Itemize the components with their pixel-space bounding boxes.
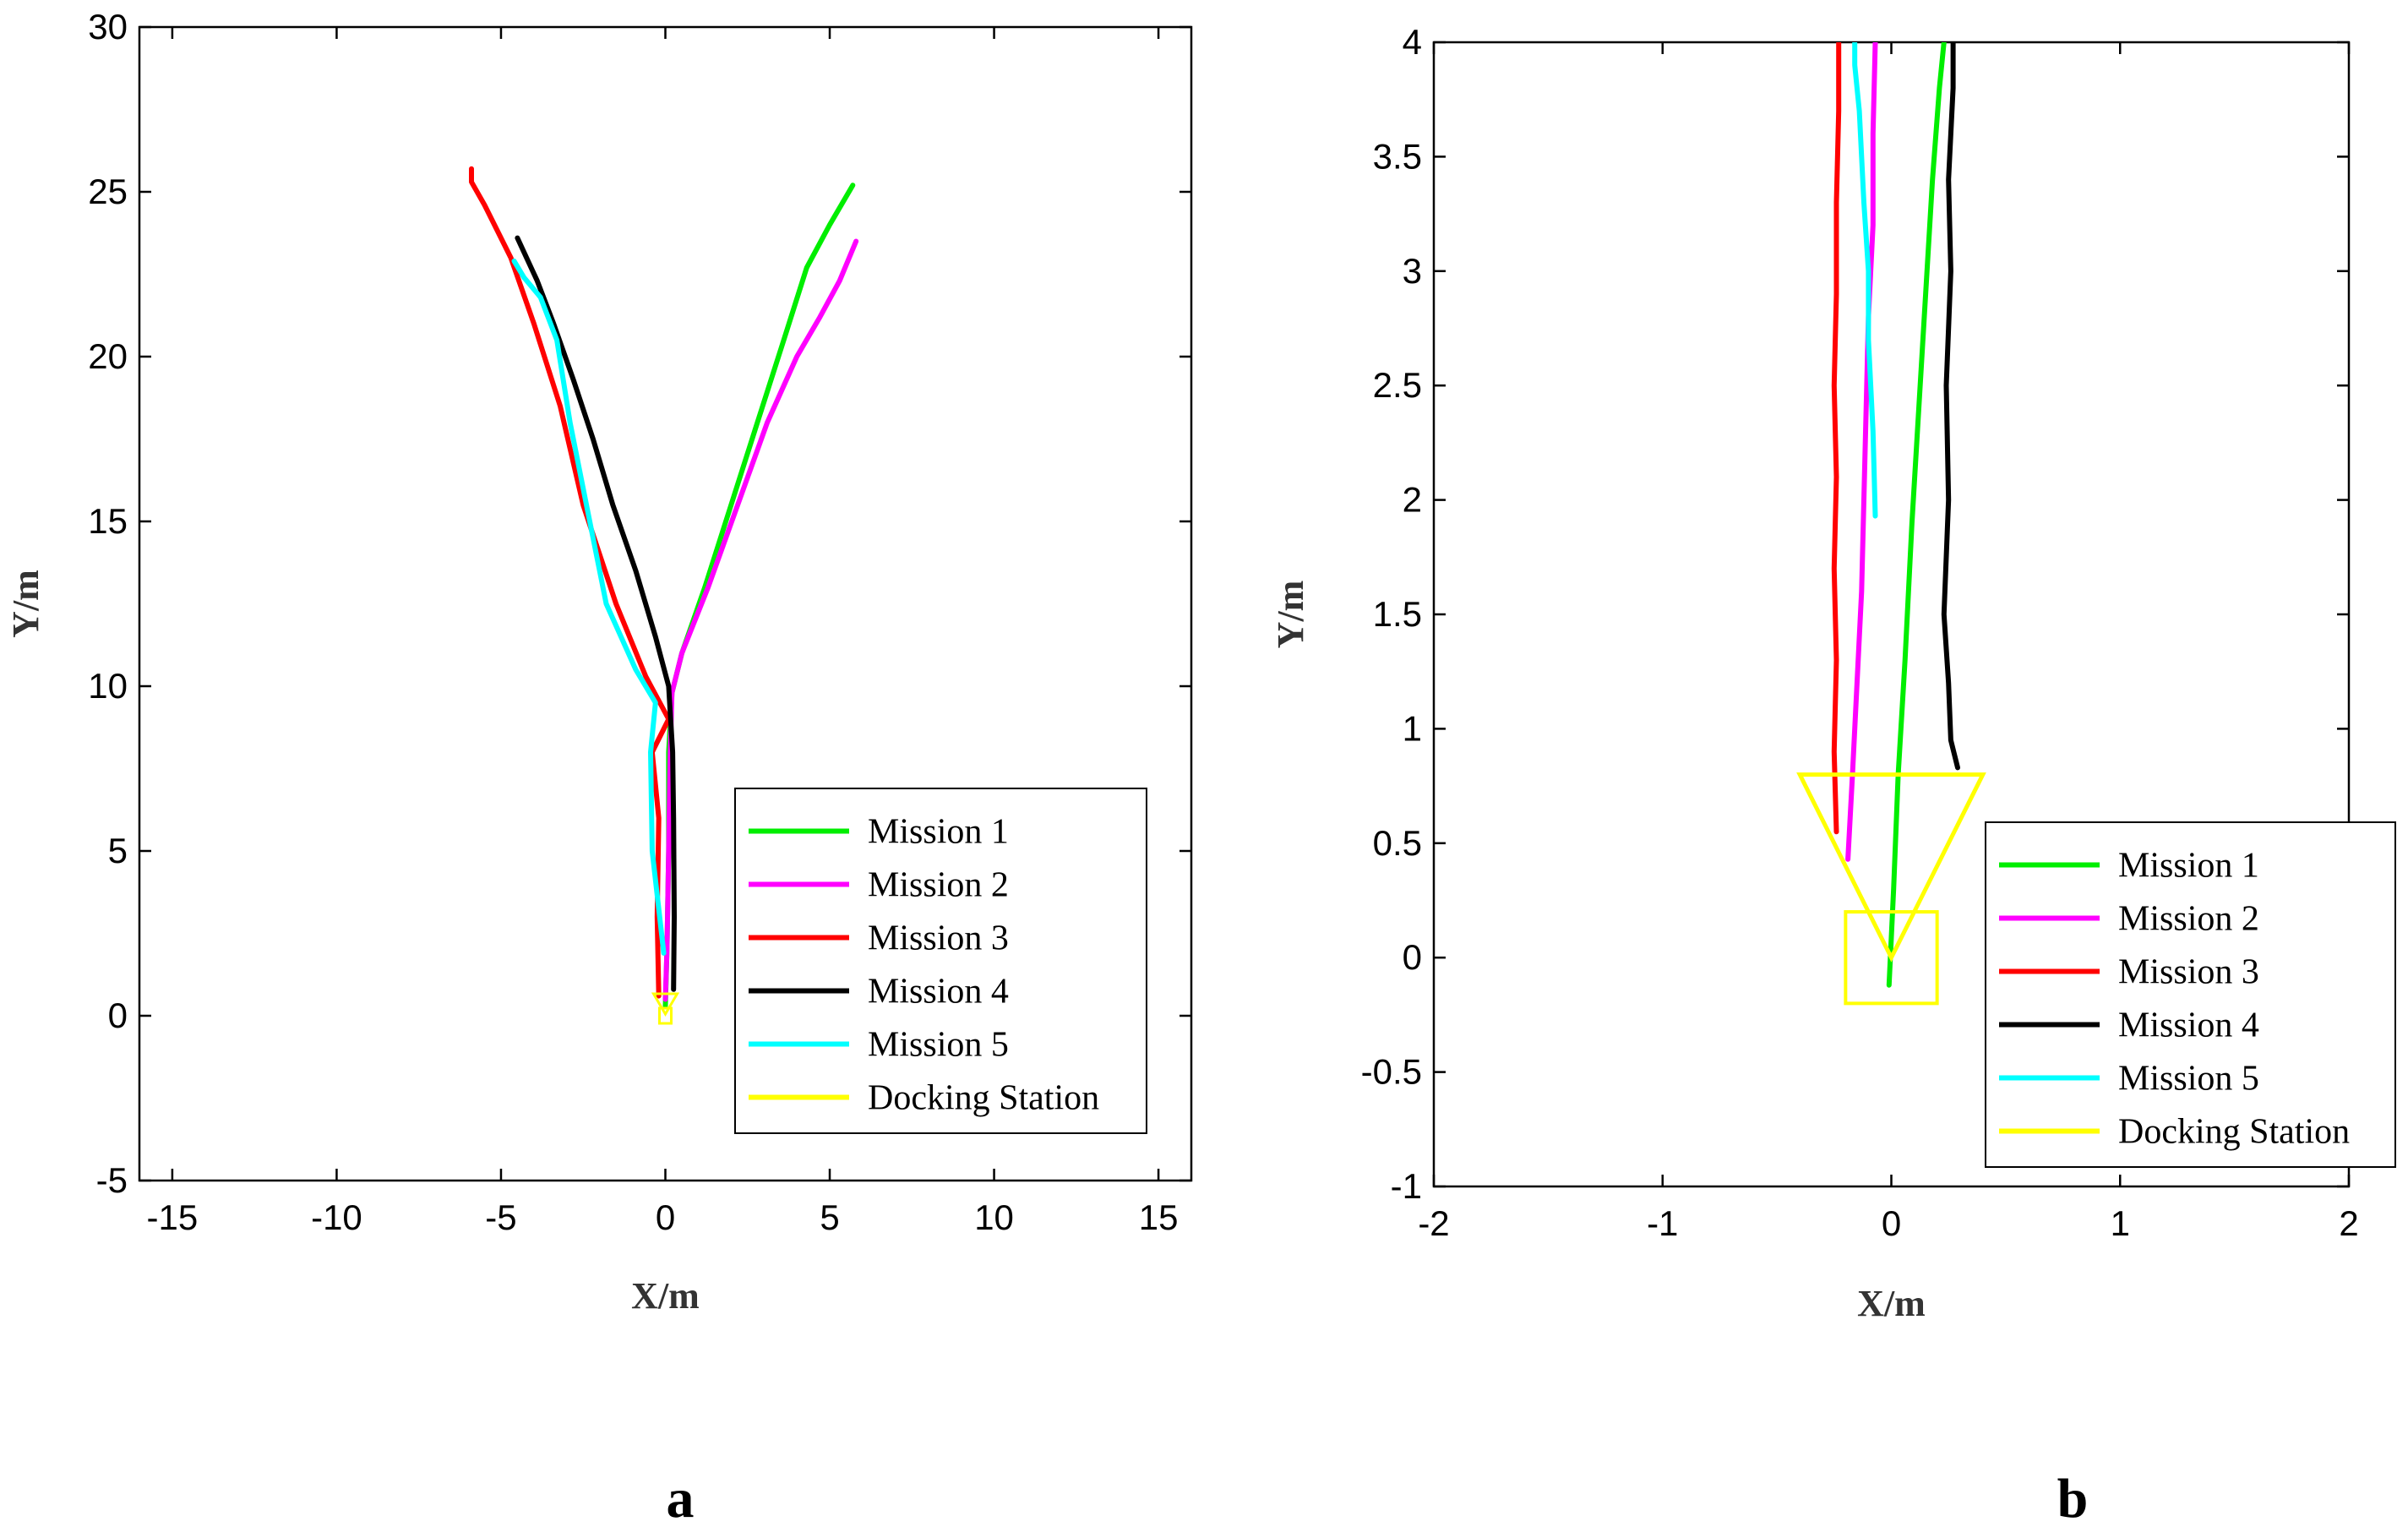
x-tick-label: -10 [311,1197,362,1237]
series-line-mission-2 [1845,42,1878,862]
x-tick-label: 5 [820,1197,839,1237]
legend-entry-label: Mission 5 [2118,1060,2259,1099]
legend-box [734,788,1147,1134]
series-line-mission-3 [469,166,672,999]
x-tick-label: 1 [2111,1203,2130,1243]
y-tick-label: 2.5 [1373,365,1422,405]
y-tick-label: -1 [1391,1166,1422,1206]
y-tick-label: 30 [88,7,128,46]
panel-label: a [667,1468,695,1530]
legend-entry-label: Mission 5 [868,1026,1009,1065]
legend: Mission 1 Mission 2 Mission 3 Mission 4 Miss… [1985,821,2396,1168]
x-axis-label: X/m [1857,1283,1926,1324]
legend-entry-label: Mission 2 [868,866,1009,905]
y-tick-label: 1 [1403,708,1422,748]
series-line-mission-4 [515,235,677,992]
y-tick-label: 0 [108,995,128,1035]
y-tick-label: 5 [108,831,128,870]
x-tick-label: -5 [485,1197,516,1237]
series-line-mission-4 [1941,42,1960,771]
x-tick-label: -1 [1647,1203,1678,1243]
docking-station-box [1844,910,1939,1006]
docking-station-box [658,1006,673,1025]
y-tick-label: 3.5 [1373,136,1422,176]
panel-label: b [2057,1468,2089,1530]
legend-entry-label: Mission 3 [2118,953,2259,992]
x-tick-label: 0 [656,1197,675,1237]
legend-entry-label: Mission 4 [2118,1006,2259,1045]
docking-station-triangle [1796,772,1986,963]
x-tick-label: 2 [2339,1203,2358,1243]
y-tick-label: 4 [1403,22,1422,62]
y-axis-label: Y/m [1270,581,1311,649]
y-tick-label: 25 [88,172,128,211]
legend-entry-label: Mission 3 [868,919,1009,958]
series-layer [469,166,859,1025]
y-tick-label: 20 [88,336,128,376]
docking-station-triangle [651,992,680,1017]
x-tick-label: 15 [1139,1197,1179,1237]
x-axis-label: X/m [631,1275,700,1317]
y-tick-label: -5 [96,1160,128,1200]
x-tick-label: 10 [974,1197,1014,1237]
legend-entry-label: Docking Station [868,1079,1099,1118]
chart-panel-b: -2 -1 0 1 2-1-0.500.511.522.533.54X/mY/mMiss… [1270,22,2396,1324]
y-tick-label: 2 [1403,480,1422,520]
series-layer [1796,42,1986,1006]
series-line-mission-1 [1886,42,1947,988]
y-tick-label: 10 [88,666,128,706]
y-tick-label: 0 [1403,937,1422,977]
legend-entry-label: Mission 1 [868,813,1009,852]
legend-entry-label: Mission 4 [868,973,1009,1012]
y-tick-label: 15 [88,501,128,541]
y-tick-label: -0.5 [1361,1052,1422,1092]
legend-entry-label: Mission 1 [2118,847,2259,886]
x-tick-label: -2 [1418,1203,1449,1243]
legend-box [1985,821,2396,1168]
legend-entry-label: Mission 2 [2118,900,2259,939]
series-line-mission-2 [662,238,859,1002]
y-tick-label: 3 [1403,251,1422,291]
y-tick-label: 0.5 [1373,823,1422,863]
y-tick-label: 1.5 [1373,594,1422,634]
legend: Mission 1 Mission 2 Mission 3 Mission 4 Miss… [734,788,1147,1134]
series-line-mission-5 [1852,42,1878,519]
x-tick-label: -15 [147,1197,199,1237]
series-line-mission-3 [1831,42,1842,835]
y-axis-label: Y/m [5,570,46,638]
legend-entry-label: Docking Station [2118,1113,2350,1152]
series-line-mission-5 [511,258,667,956]
chart-panel-a: -15 -10 -5 0 5 10 15 -5 0 5 10 15 20 25 30 X/m Y/m Missio… [5,7,1193,1317]
x-tick-label: 0 [1882,1203,1901,1243]
